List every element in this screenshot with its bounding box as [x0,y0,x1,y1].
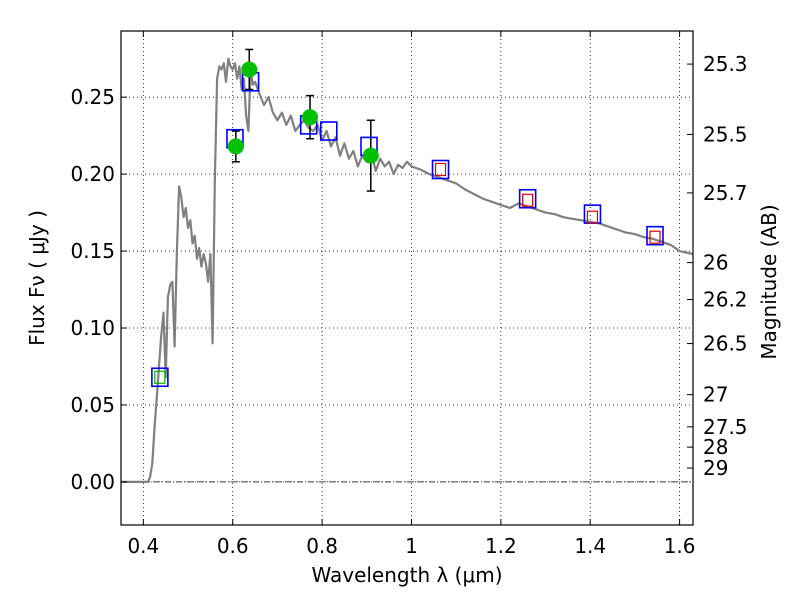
right-tick-label: 26.2 [703,288,748,312]
measured-point [362,147,379,164]
x-tick-label: 0.4 [127,534,159,558]
model-photometry-square [518,188,537,209]
y-tick-label: 0.15 [70,239,115,263]
right-tick-label: 27.5 [703,415,748,439]
y-tick-label: 0.10 [70,316,115,340]
x-tick-label: 0.8 [306,534,338,558]
model-photometry-square [646,225,664,246]
right-tick-label: 25.7 [703,181,748,205]
y-tick-label: 0.25 [70,85,115,109]
x-tick-label: 1 [405,534,418,558]
model-spectrum-line [121,57,694,483]
y-tick-label: 0.05 [70,393,115,417]
measured-point [241,61,258,78]
y-tick-label: 0.20 [70,162,115,186]
axis-ticks: 0.4 0.6 0.8 1 1.2 1.4 1.6 0.00 0.05 0.10 0.15 0.20 0… [70,31,748,558]
right-tick-label: 26 [703,251,728,275]
model-photometry-square [319,121,338,141]
measured-point [227,138,244,155]
plot-frame [120,30,694,526]
model-photometry-square [431,159,450,180]
x-tick-label: 1.4 [574,534,606,558]
right-tick-label: 28 [703,435,728,459]
right-tick-label: 25.5 [703,122,748,146]
x-tick-label: 1.2 [485,534,517,558]
inner-marker-square [522,193,534,207]
right-tick-label: 27 [703,383,728,407]
right-tick-label: 25.3 [703,52,748,76]
x-tick-label: 0.6 [217,534,249,558]
series-layer [121,48,694,483]
y-axis-label: Flux Fν ( μJy ) [25,210,49,346]
inner-marker-square [154,370,166,384]
inner-marker-square [586,210,599,224]
measured-point [302,109,319,126]
y-tick-label: 0.00 [70,470,115,494]
inner-marker-square [649,230,661,244]
right-axis-label: Magnitude (AB) [757,204,781,359]
x-axis-label: Wavelength λ (μm) [311,563,502,587]
right-tick-label: 26.5 [703,332,748,356]
model-photometry-square [151,367,169,388]
x-tick-label: 1.6 [664,534,696,558]
inner-marker-square [434,162,447,177]
right-tick-label: 29 [703,456,728,480]
